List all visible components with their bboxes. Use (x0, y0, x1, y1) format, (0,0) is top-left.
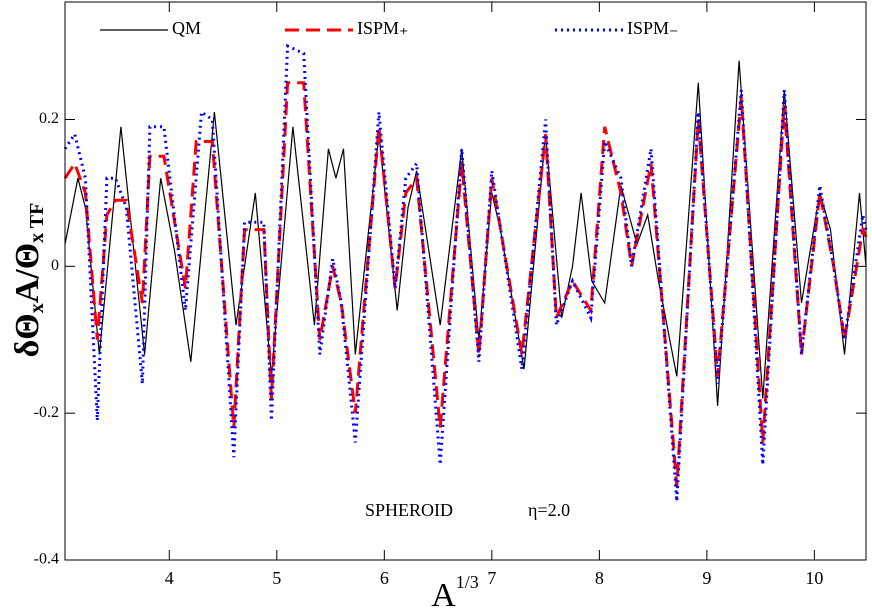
annotation: SPHEROID (365, 500, 453, 520)
legend-label: ISPM₋ (627, 18, 679, 38)
y-axis-label: δΘxA/Θx TF (9, 203, 48, 358)
legend-label: QM (172, 18, 201, 38)
series-line (64, 60, 867, 406)
y-tick-label: -0.4 (34, 551, 59, 568)
y-tick-label: 0.2 (39, 110, 59, 127)
x-axis-label: A1/3 (431, 572, 479, 614)
plot-frame (64, 1, 867, 561)
series-line (63, 81, 868, 487)
x-tick-label: 4 (165, 568, 174, 588)
x-tick-label: 8 (595, 568, 604, 588)
x-label-main: A (431, 577, 456, 614)
annotation: η=2.0 (528, 500, 570, 520)
y-label-sub: x TF (26, 203, 48, 243)
x-tick-label: 10 (805, 568, 823, 588)
x-tick-label: 7 (487, 568, 496, 588)
y-tick-label: 0 (51, 257, 59, 274)
y-label-sub: x (26, 303, 48, 313)
x-tick-label: 6 (380, 568, 389, 588)
y-tick-label: -0.2 (34, 404, 59, 421)
x-label-sup: 1/3 (456, 572, 479, 592)
y-label-part: δΘ (9, 313, 46, 357)
x-tick-label: 5 (272, 568, 281, 588)
legend-label: ISPM₊ (357, 18, 409, 38)
y-label-part: A/Θ (9, 243, 46, 303)
x-tick-label: 9 (702, 568, 711, 588)
